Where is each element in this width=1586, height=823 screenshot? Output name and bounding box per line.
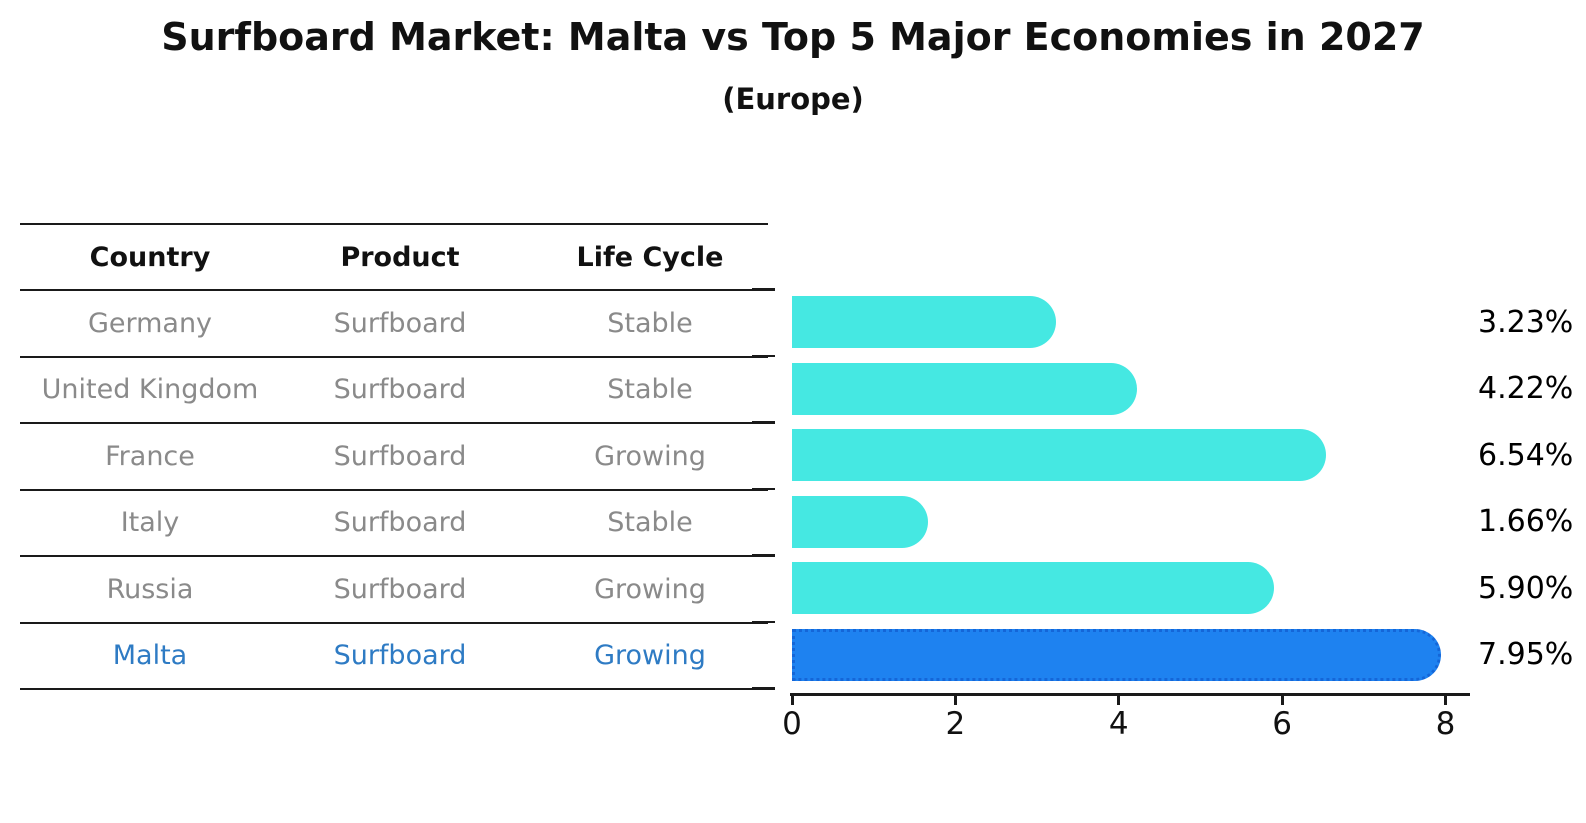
chart-title: Surfboard Market: Malta vs Top 5 Major E… <box>161 15 1425 59</box>
table-cell-product: Surfboard <box>333 307 467 339</box>
bar-germany <box>792 296 1056 348</box>
x-tick-label: 4 <box>1108 706 1129 742</box>
table-cell-product: Surfboard <box>333 440 467 472</box>
y-tick <box>752 487 775 490</box>
table-header-country: Country <box>89 241 211 273</box>
chart-subtitle: (Europe) <box>722 82 864 116</box>
table-row: Italy Surfboard Stable <box>20 488 768 556</box>
bar-value-label: 4.22% <box>1478 371 1574 407</box>
bar-value-label: 7.95% <box>1478 637 1574 673</box>
table-row: France Surfboard Growing <box>20 422 768 489</box>
table-cell-product: Surfboard <box>333 374 467 406</box>
bar-russia <box>792 562 1274 614</box>
table-header-product: Product <box>340 241 460 273</box>
bar-value-label: 3.23% <box>1478 304 1574 340</box>
x-tick <box>1443 696 1447 705</box>
y-tick <box>752 620 775 623</box>
bar-italy <box>792 495 928 548</box>
table-cell-country: Italy <box>120 507 180 539</box>
x-tick <box>1117 696 1121 705</box>
table-header-lifecycle: Life Cycle <box>576 241 724 273</box>
table-cell-lifecycle: Growing <box>594 640 706 672</box>
x-tick <box>790 696 794 705</box>
y-tick <box>752 421 775 424</box>
table-cell-country: Russia <box>106 573 194 605</box>
y-tick <box>752 554 775 557</box>
table-cell-lifecycle: Stable <box>607 374 693 406</box>
x-tick-label: 6 <box>1272 706 1292 742</box>
table-cell-product: Surfboard <box>333 507 467 539</box>
x-tick-label: 8 <box>1435 706 1456 742</box>
table-row: Russia Surfboard Growing <box>20 555 768 622</box>
bar-malta <box>792 628 1442 681</box>
table-cell-product: Surfboard <box>333 573 467 605</box>
x-tick <box>1280 696 1284 705</box>
bar-united-kingdom <box>792 362 1137 415</box>
x-tick-label: 0 <box>782 706 802 742</box>
x-tick <box>953 696 957 705</box>
table-cell-lifecycle: Growing <box>594 573 706 605</box>
bar-value-label: 5.90% <box>1478 570 1574 606</box>
table-cell-country: France <box>105 440 195 472</box>
table-cell-lifecycle: Stable <box>607 507 693 539</box>
table-bottom-line <box>20 688 768 690</box>
x-tick-label: 2 <box>945 706 966 742</box>
y-tick <box>752 288 775 291</box>
bar-value-label: 1.66% <box>1478 504 1574 540</box>
table-cell-lifecycle: Growing <box>594 440 706 472</box>
table-row: Germany Surfboard Stable <box>20 289 768 356</box>
y-tick <box>752 354 775 357</box>
bar-value-label: 6.54% <box>1478 437 1574 473</box>
table-row: United Kingdom Surfboard Stable <box>20 355 768 423</box>
x-axis-line <box>790 693 1470 696</box>
table-row: Malta Surfboard Growing <box>20 621 768 689</box>
bar-france <box>792 429 1327 481</box>
table-cell-country: United Kingdom <box>41 374 259 406</box>
table-cell-product: Surfboard <box>333 640 467 672</box>
table-header: Country Product Life Cycle <box>20 223 768 289</box>
y-tick <box>752 687 775 690</box>
table-cell-lifecycle: Stable <box>607 307 693 339</box>
table-cell-country: Germany <box>87 307 213 339</box>
table-cell-country: Malta <box>112 640 188 672</box>
